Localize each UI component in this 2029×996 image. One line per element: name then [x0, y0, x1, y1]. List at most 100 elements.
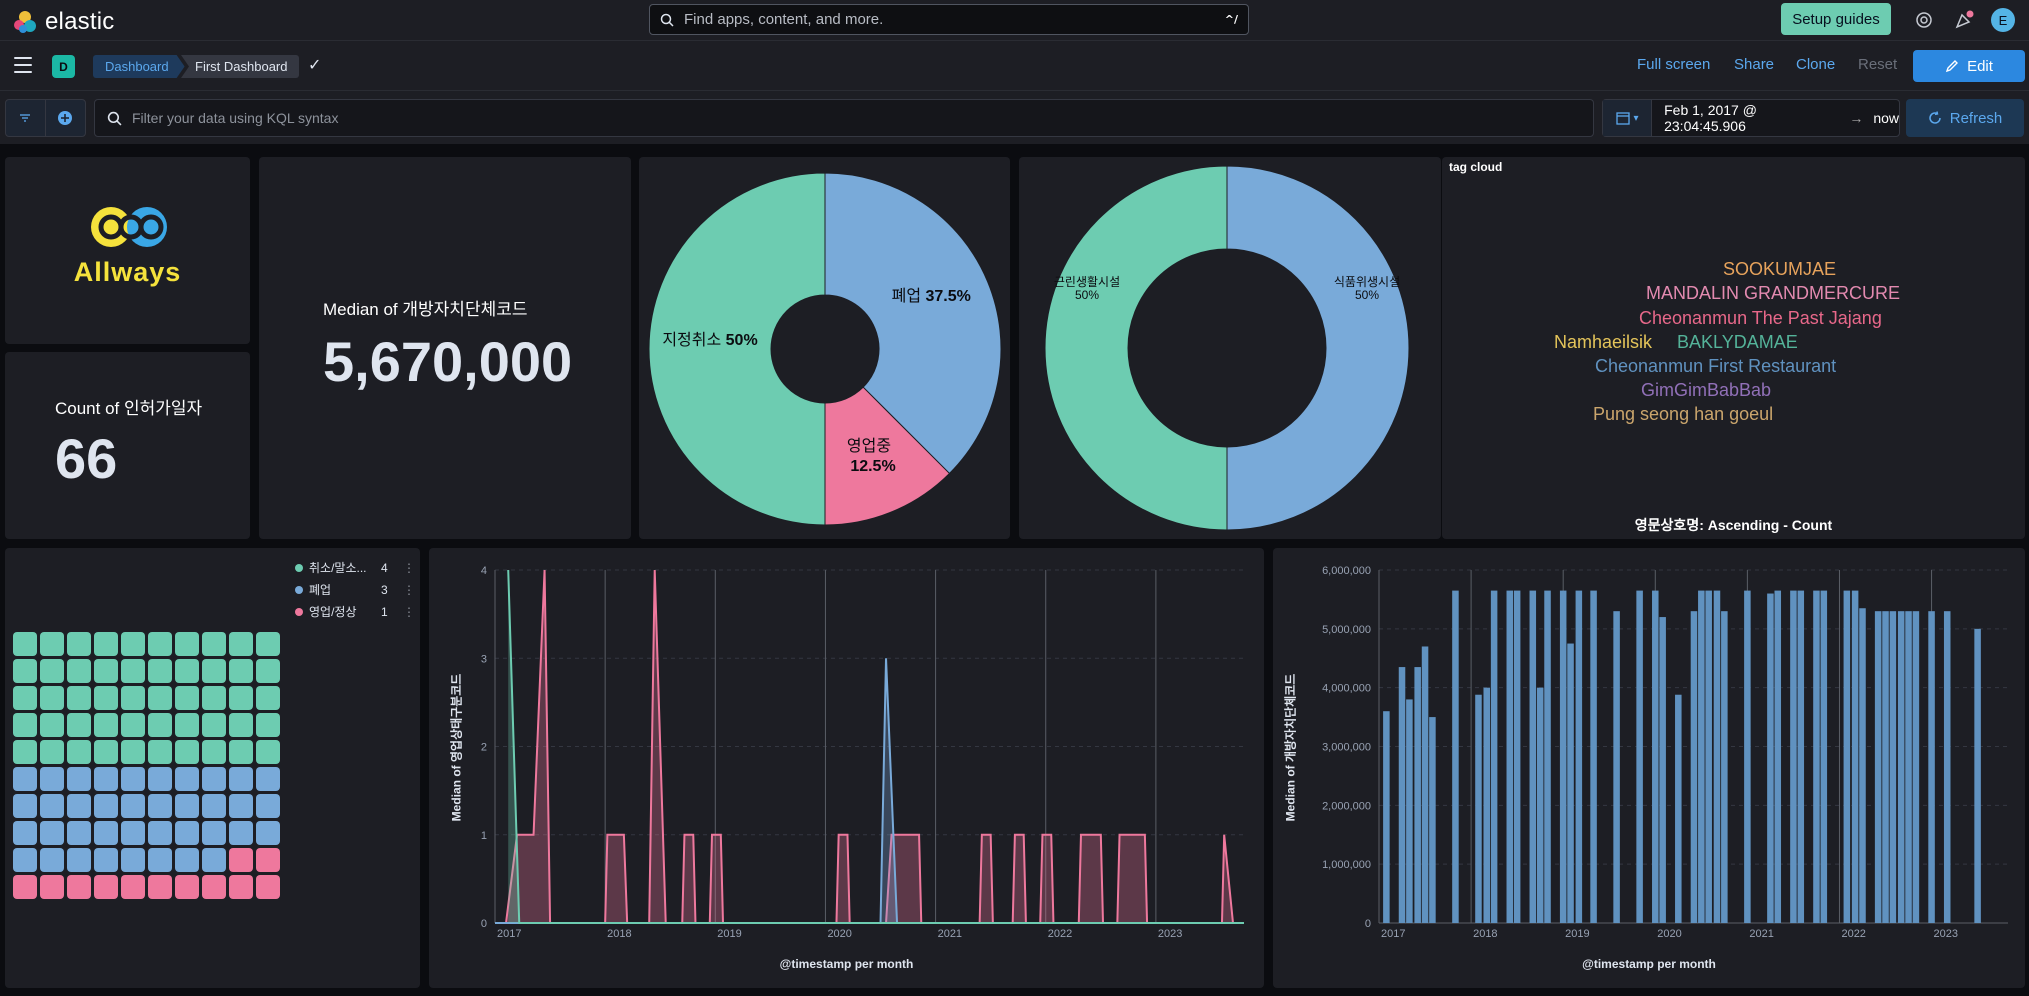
waffle-cell[interactable] — [13, 740, 37, 764]
waffle-cell[interactable] — [229, 848, 253, 872]
calendar-icon[interactable]: ▾ — [1603, 100, 1653, 136]
bar[interactable] — [1767, 593, 1774, 923]
waffle-cell[interactable] — [40, 821, 64, 845]
newsfeed-icon[interactable] — [1953, 9, 1975, 31]
legend-item-1[interactable]: 취소/말소... 4 ⋮ — [295, 559, 415, 576]
waffle-cell[interactable] — [13, 875, 37, 899]
bar[interactable] — [1429, 717, 1436, 923]
breadcrumb-dashboard[interactable]: Dashboard — [93, 55, 185, 78]
date-end[interactable]: now — [1873, 110, 1899, 126]
add-filter-icon[interactable] — [46, 100, 86, 136]
waffle-cell[interactable] — [256, 821, 280, 845]
waffle-cell[interactable] — [94, 686, 118, 710]
waffle-cell[interactable] — [13, 848, 37, 872]
waffle-cell[interactable] — [256, 767, 280, 791]
waffle-cell[interactable] — [256, 713, 280, 737]
bar[interactable] — [1713, 590, 1721, 923]
global-search[interactable]: ^/ — [649, 4, 1249, 35]
waffle-cell[interactable] — [256, 686, 280, 710]
waffle-cell[interactable] — [229, 821, 253, 845]
waffle-cell[interactable] — [229, 713, 253, 737]
waffle-cell[interactable] — [175, 713, 199, 737]
bar[interactable] — [1790, 590, 1797, 923]
bar[interactable] — [1536, 687, 1544, 923]
waffle-cell[interactable] — [229, 632, 253, 656]
waffle-cell[interactable] — [67, 875, 91, 899]
legend-menu-icon[interactable]: ⋮ — [403, 560, 415, 575]
bar[interactable] — [1744, 590, 1751, 923]
waffle-cell[interactable] — [121, 659, 145, 683]
waffle-cell[interactable] — [67, 686, 91, 710]
bar[interactable] — [1414, 667, 1421, 923]
bar[interactable] — [1475, 694, 1482, 923]
waffle-cell[interactable] — [40, 713, 64, 737]
bar[interactable] — [1406, 699, 1413, 923]
waffle-cell[interactable] — [94, 659, 118, 683]
waffle-cell[interactable] — [148, 740, 172, 764]
waffle-cell[interactable] — [121, 686, 145, 710]
waffle-cell[interactable] — [67, 848, 91, 872]
waffle-cell[interactable] — [94, 821, 118, 845]
waffle-cell[interactable] — [256, 848, 280, 872]
area-series-line[interactable] — [507, 569, 1244, 924]
kql-input[interactable] — [132, 110, 1581, 126]
waffle-cell[interactable] — [175, 767, 199, 791]
tag-item[interactable]: Cheonanmun The Past Jajang — [1639, 308, 1882, 328]
bar[interactable] — [1698, 590, 1705, 923]
waffle-cell[interactable] — [40, 875, 64, 899]
bar[interactable] — [1590, 590, 1597, 923]
tag-item[interactable]: SOOKUMJAE — [1723, 259, 1837, 279]
waffle-cell[interactable] — [94, 713, 118, 737]
waffle-cell[interactable] — [256, 875, 280, 899]
bar[interactable] — [1652, 590, 1659, 923]
bar[interactable] — [1705, 590, 1712, 923]
tag-item[interactable]: GimGimBabBab — [1641, 380, 1772, 400]
global-search-input[interactable] — [684, 11, 1215, 28]
reset-link[interactable]: Reset — [1858, 56, 1898, 73]
pie-slice-0[interactable] — [1226, 165, 1410, 531]
bar[interactable] — [1897, 611, 1905, 923]
refresh-button[interactable]: Refresh — [1906, 99, 2024, 137]
waffle-cell[interactable] — [148, 632, 172, 656]
tag-item[interactable]: Pung seong han goeul — [1593, 404, 1774, 424]
waffle-cell[interactable] — [40, 686, 64, 710]
waffle-cell[interactable] — [256, 794, 280, 818]
waffle-cell[interactable] — [175, 686, 199, 710]
waffle-cell[interactable] — [256, 632, 280, 656]
bar[interactable] — [1859, 608, 1866, 923]
bar[interactable] — [1974, 628, 1981, 923]
waffle-cell[interactable] — [67, 740, 91, 764]
waffle-cell[interactable] — [175, 740, 199, 764]
bar[interactable] — [1905, 611, 1912, 923]
waffle-cell[interactable] — [229, 659, 253, 683]
help-icon[interactable] — [1913, 9, 1935, 31]
waffle-cell[interactable] — [40, 740, 64, 764]
legend-item-3[interactable]: 영업/정상 1 ⋮ — [295, 603, 415, 620]
waffle-cell[interactable] — [40, 794, 64, 818]
bar[interactable] — [1490, 590, 1498, 923]
bar[interactable] — [1559, 590, 1567, 923]
legend-item-2[interactable]: 폐업 3 ⋮ — [295, 581, 415, 598]
edit-button[interactable]: Edit — [1913, 50, 2025, 82]
waffle-cell[interactable] — [94, 767, 118, 791]
bar[interactable] — [1851, 590, 1859, 923]
waffle-cell[interactable] — [175, 821, 199, 845]
waffle-cell[interactable] — [175, 848, 199, 872]
waffle-cell[interactable] — [229, 686, 253, 710]
waffle-cell[interactable] — [202, 875, 226, 899]
waffle-cell[interactable] — [94, 848, 118, 872]
legend-menu-icon[interactable]: ⋮ — [403, 604, 415, 619]
bar[interactable] — [1513, 590, 1521, 923]
bar[interactable] — [1506, 590, 1514, 923]
bar[interactable] — [1529, 590, 1537, 923]
bar[interactable] — [1567, 643, 1574, 923]
waffle-cell[interactable] — [202, 767, 226, 791]
waffle-cell[interactable] — [121, 740, 145, 764]
bar[interactable] — [1675, 694, 1682, 923]
waffle-cell[interactable] — [175, 794, 199, 818]
waffle-cell[interactable] — [94, 875, 118, 899]
pie-slice-0[interactable] — [824, 172, 1002, 475]
bar[interactable] — [1813, 590, 1820, 923]
tag-item[interactable]: Cheonanmun First Restaurant — [1595, 356, 1837, 376]
waffle-cell[interactable] — [121, 767, 145, 791]
